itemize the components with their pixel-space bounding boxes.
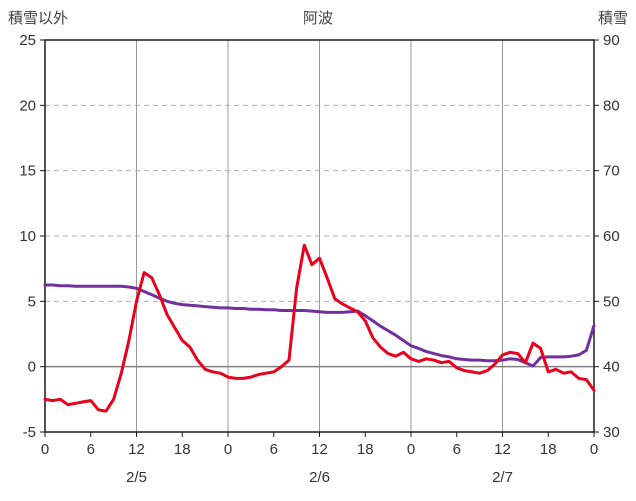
series-line-snow-depth-purple	[43, 283, 596, 368]
x-axis-tick-label: 12	[494, 441, 511, 458]
x-axis-tick-label: 12	[128, 441, 145, 458]
x-axis-tick-label: 18	[357, 441, 374, 458]
right-axis-tick-label: 30	[603, 424, 620, 441]
right-axis-tick-label: 70	[603, 163, 620, 180]
x-axis-tick-label: 18	[540, 441, 557, 458]
right-axis-tick-label: 80	[603, 97, 620, 114]
x-axis-tick-label: 0	[224, 441, 232, 458]
right-axis-title: 積雪	[597, 10, 628, 27]
chart-title: 阿波	[302, 10, 333, 27]
x-axis-tick-label: 0	[590, 441, 598, 458]
left-axis-tick-label: 15	[19, 163, 36, 180]
left-axis-tick-label: 25	[19, 32, 36, 49]
x-axis-tick-label: 18	[174, 441, 191, 458]
left-axis-tick-label: 5	[28, 293, 36, 310]
x-axis-date-label: 2/7	[492, 469, 513, 486]
left-axis-tick-label: 20	[19, 97, 36, 114]
right-axis-tick-label: 40	[603, 359, 620, 376]
x-axis-tick-label: 6	[270, 441, 278, 458]
series-line-non-snow-red	[43, 243, 596, 413]
x-axis-tick-label: 0	[41, 441, 49, 458]
gridlines	[45, 40, 594, 432]
left-axis-tick-label: 10	[19, 228, 36, 245]
left-axis-tick-label: 0	[28, 359, 36, 376]
left-axis-title: 積雪以外	[8, 10, 69, 27]
x-axis-tick-label: 6	[453, 441, 461, 458]
right-axis-tick-label: 50	[603, 293, 620, 310]
x-axis-date-label: 2/6	[309, 469, 330, 486]
x-axis-tick-label: 0	[407, 441, 415, 458]
right-axis-tick-label: 60	[603, 228, 620, 245]
x-axis-tick-label: 12	[311, 441, 328, 458]
x-axis-date-label: 2/5	[126, 469, 147, 486]
right-axis-tick-label: 90	[603, 32, 620, 49]
left-axis-tick-label: -5	[23, 424, 36, 441]
axis-ticks	[40, 39, 599, 437]
x-axis-tick-label: 6	[87, 441, 95, 458]
